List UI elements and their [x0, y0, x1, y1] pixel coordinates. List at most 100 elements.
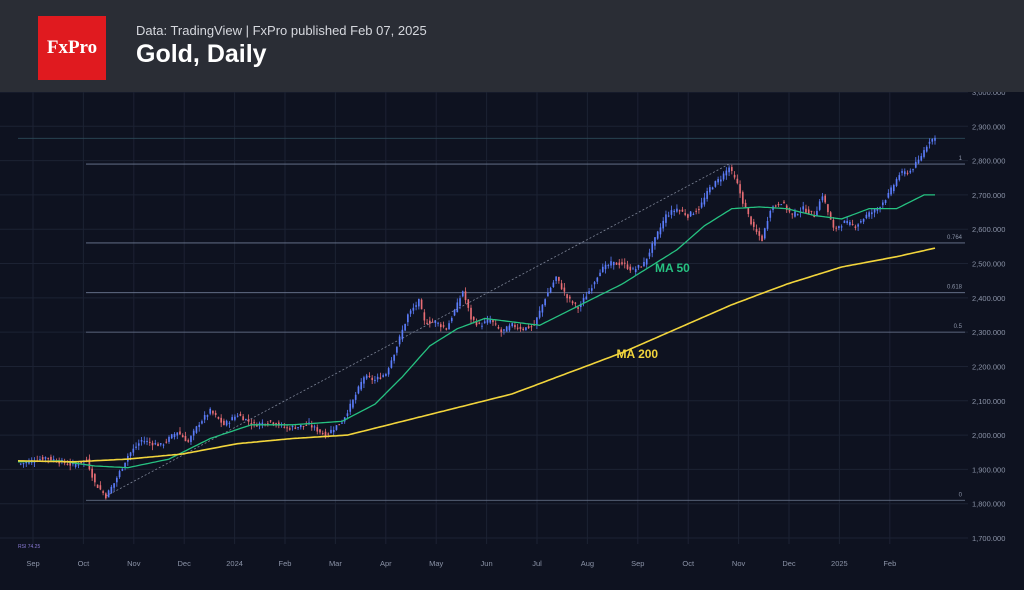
- candle-body[interactable]: [448, 323, 450, 330]
- candle-body[interactable]: [747, 207, 750, 215]
- candle-body[interactable]: [338, 424, 341, 426]
- candle-body[interactable]: [396, 346, 398, 353]
- candle-body[interactable]: [898, 175, 901, 180]
- candle-body[interactable]: [750, 216, 752, 225]
- candle-body[interactable]: [640, 266, 643, 268]
- candle-body[interactable]: [599, 272, 601, 277]
- candle-body[interactable]: [780, 204, 783, 206]
- candle-body[interactable]: [294, 427, 297, 429]
- candle-body[interactable]: [854, 226, 857, 228]
- candle-body[interactable]: [423, 312, 426, 321]
- candle-body[interactable]: [711, 187, 714, 190]
- candle-body[interactable]: [500, 329, 503, 333]
- candle-body[interactable]: [862, 218, 865, 222]
- candle-body[interactable]: [868, 212, 870, 217]
- candle-body[interactable]: [107, 490, 110, 498]
- candle-body[interactable]: [253, 422, 255, 424]
- candle-body[interactable]: [497, 326, 500, 329]
- candle-body[interactable]: [654, 237, 656, 246]
- candle-body[interactable]: [288, 428, 291, 430]
- candle-body[interactable]: [225, 420, 228, 426]
- candle-body[interactable]: [118, 471, 121, 478]
- candle-body[interactable]: [755, 228, 758, 232]
- candle-body[interactable]: [321, 433, 324, 435]
- candle-body[interactable]: [560, 283, 563, 290]
- candle-body[interactable]: [873, 208, 876, 213]
- candle-body[interactable]: [324, 431, 327, 438]
- candle-body[interactable]: [648, 252, 651, 257]
- candle-body[interactable]: [909, 170, 912, 173]
- candle-body[interactable]: [725, 170, 728, 176]
- candle-body[interactable]: [676, 208, 678, 212]
- candle-body[interactable]: [489, 319, 492, 323]
- candle-body[interactable]: [802, 206, 805, 210]
- candle-body[interactable]: [623, 262, 626, 264]
- candle-body[interactable]: [829, 212, 832, 220]
- candle-body[interactable]: [794, 211, 796, 217]
- candle-body[interactable]: [453, 309, 456, 316]
- candle-body[interactable]: [643, 262, 645, 267]
- candle-body[interactable]: [508, 325, 511, 331]
- candle-body[interactable]: [165, 441, 168, 443]
- candle-body[interactable]: [269, 420, 272, 422]
- candle-body[interactable]: [736, 178, 739, 184]
- candle-body[interactable]: [884, 200, 887, 203]
- candle-body[interactable]: [129, 452, 132, 456]
- candle-body[interactable]: [330, 429, 332, 434]
- candle-body[interactable]: [659, 227, 662, 235]
- candle-body[interactable]: [882, 202, 884, 206]
- candle-body[interactable]: [310, 425, 313, 428]
- candle-body[interactable]: [486, 319, 489, 323]
- candle-body[interactable]: [442, 325, 445, 327]
- candle-body[interactable]: [319, 429, 321, 433]
- candle-body[interactable]: [645, 258, 648, 265]
- candle-body[interactable]: [181, 435, 184, 438]
- candle-body[interactable]: [33, 461, 36, 463]
- candle-body[interactable]: [582, 297, 585, 303]
- candle-body[interactable]: [574, 302, 577, 304]
- candle-body[interactable]: [302, 425, 305, 427]
- candle-body[interactable]: [157, 443, 159, 447]
- candle-body[interactable]: [239, 413, 242, 416]
- candle-body[interactable]: [807, 209, 810, 215]
- candle-body[interactable]: [494, 323, 497, 325]
- candle-body[interactable]: [305, 424, 308, 426]
- candle-body[interactable]: [615, 262, 618, 265]
- candle-body[interactable]: [796, 214, 799, 216]
- candle-body[interactable]: [267, 423, 269, 425]
- candle-body[interactable]: [846, 220, 848, 223]
- candle-body[interactable]: [110, 486, 113, 494]
- candle-body[interactable]: [387, 368, 390, 375]
- candle-body[interactable]: [404, 323, 406, 331]
- candle-body[interactable]: [914, 161, 917, 168]
- candle-body[interactable]: [467, 299, 470, 308]
- candle-body[interactable]: [818, 201, 821, 210]
- candle-body[interactable]: [577, 307, 579, 309]
- candle-body[interactable]: [77, 464, 80, 466]
- candle-body[interactable]: [514, 324, 516, 328]
- candle-body[interactable]: [541, 304, 544, 313]
- candle-body[interactable]: [917, 159, 920, 164]
- candle-body[interactable]: [887, 192, 890, 198]
- candle-body[interactable]: [810, 210, 813, 212]
- candle-body[interactable]: [420, 299, 423, 310]
- candle-body[interactable]: [536, 317, 538, 325]
- candle-body[interactable]: [415, 305, 417, 307]
- candle-body[interactable]: [352, 399, 354, 408]
- candle-body[interactable]: [286, 427, 288, 429]
- candle-body[interactable]: [530, 326, 533, 328]
- candle-body[interactable]: [791, 213, 794, 215]
- candle-body[interactable]: [154, 443, 157, 445]
- candle-body[interactable]: [763, 228, 766, 239]
- candle-body[interactable]: [450, 318, 453, 322]
- candle-body[interactable]: [401, 329, 404, 340]
- candle-body[interactable]: [461, 291, 464, 297]
- candle-body[interactable]: [563, 287, 566, 292]
- candle-body[interactable]: [47, 457, 50, 459]
- candle-body[interactable]: [168, 436, 170, 442]
- candle-body[interactable]: [481, 325, 483, 327]
- candle-body[interactable]: [256, 425, 258, 427]
- candle-body[interactable]: [365, 375, 368, 379]
- candle-body[interactable]: [865, 214, 868, 219]
- candle-body[interactable]: [928, 141, 931, 144]
